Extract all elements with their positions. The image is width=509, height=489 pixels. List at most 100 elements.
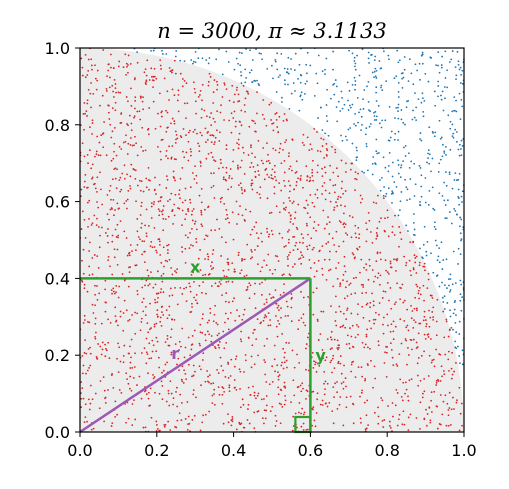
point-inside: [461, 424, 463, 427]
point-inside: [279, 388, 282, 391]
point-outside: [439, 137, 442, 140]
point-inside: [123, 202, 126, 205]
point-inside: [131, 367, 134, 369]
point-outside: [419, 167, 422, 169]
point-inside: [303, 144, 305, 146]
point-inside: [300, 262, 303, 265]
point-inside: [167, 420, 170, 423]
point-inside: [312, 366, 315, 369]
point-inside: [194, 220, 197, 223]
point-inside: [147, 372, 149, 375]
point-inside: [335, 167, 338, 170]
point-inside: [253, 363, 256, 366]
point-outside: [447, 114, 450, 117]
point-inside: [302, 422, 305, 425]
point-inside: [302, 237, 305, 239]
point-inside: [110, 136, 113, 139]
point-inside: [135, 264, 138, 267]
point-inside: [210, 112, 213, 114]
point-inside: [428, 406, 431, 409]
point-outside: [413, 228, 416, 231]
point-inside: [344, 270, 347, 273]
point-inside: [250, 162, 253, 164]
point-outside: [388, 151, 391, 154]
point-outside: [374, 67, 377, 70]
point-inside: [267, 312, 270, 315]
point-inside: [216, 88, 218, 91]
point-outside: [413, 162, 416, 165]
point-outside: [445, 258, 448, 261]
point-inside: [157, 200, 160, 203]
point-inside: [148, 188, 150, 191]
point-inside: [313, 220, 316, 223]
point-inside: [309, 143, 312, 146]
point-outside: [420, 185, 423, 188]
point-inside: [430, 361, 433, 364]
point-inside: [156, 428, 159, 430]
point-outside: [438, 119, 441, 122]
point-inside: [114, 228, 117, 231]
point-inside: [272, 129, 275, 132]
point-outside: [448, 173, 451, 176]
point-outside: [455, 179, 458, 182]
point-inside: [416, 362, 419, 365]
point-inside: [101, 341, 104, 344]
point-inside: [443, 373, 446, 376]
point-inside: [324, 171, 327, 174]
point-inside: [107, 389, 109, 391]
point-inside: [170, 353, 173, 356]
point-outside: [441, 90, 444, 93]
point-inside: [297, 177, 299, 180]
point-inside: [431, 311, 434, 313]
point-inside: [264, 417, 267, 420]
point-inside: [367, 278, 370, 281]
point-outside: [365, 127, 368, 130]
point-inside: [228, 301, 230, 304]
point-inside: [407, 347, 409, 349]
point-outside: [413, 116, 416, 119]
point-inside: [283, 179, 285, 182]
point-inside: [273, 171, 276, 174]
point-inside: [344, 223, 347, 226]
point-inside: [339, 221, 342, 224]
point-inside: [359, 417, 362, 420]
point-outside: [281, 96, 283, 99]
point-outside: [354, 83, 357, 86]
point-inside: [115, 284, 118, 287]
point-inside: [141, 240, 144, 243]
point-inside: [340, 159, 343, 162]
point-outside: [395, 186, 398, 188]
point-outside: [380, 86, 382, 89]
point-outside: [449, 120, 452, 123]
point-inside: [176, 99, 179, 102]
point-inside: [107, 241, 109, 244]
point-inside: [191, 227, 193, 230]
point-inside: [104, 288, 107, 291]
point-inside: [111, 292, 113, 295]
point-inside: [342, 387, 345, 390]
point-inside: [324, 189, 327, 192]
point-outside: [165, 53, 168, 55]
point-outside: [457, 64, 460, 66]
point-outside: [400, 118, 403, 121]
point-inside: [192, 244, 194, 247]
point-inside: [411, 348, 413, 351]
point-inside: [341, 180, 344, 183]
point-inside: [379, 274, 382, 277]
point-inside: [295, 226, 298, 229]
point-outside: [391, 161, 394, 164]
point-inside: [225, 166, 228, 169]
point-outside: [420, 195, 423, 198]
point-inside: [257, 237, 260, 240]
point-outside: [380, 84, 383, 87]
point-inside: [382, 316, 385, 319]
point-inside: [183, 287, 185, 290]
point-inside: [181, 380, 184, 383]
point-outside: [325, 57, 328, 60]
point-inside: [448, 370, 450, 372]
point-inside: [239, 182, 242, 185]
point-inside: [309, 216, 312, 219]
point-inside: [288, 238, 290, 241]
point-inside: [280, 189, 283, 192]
point-inside: [149, 328, 151, 331]
